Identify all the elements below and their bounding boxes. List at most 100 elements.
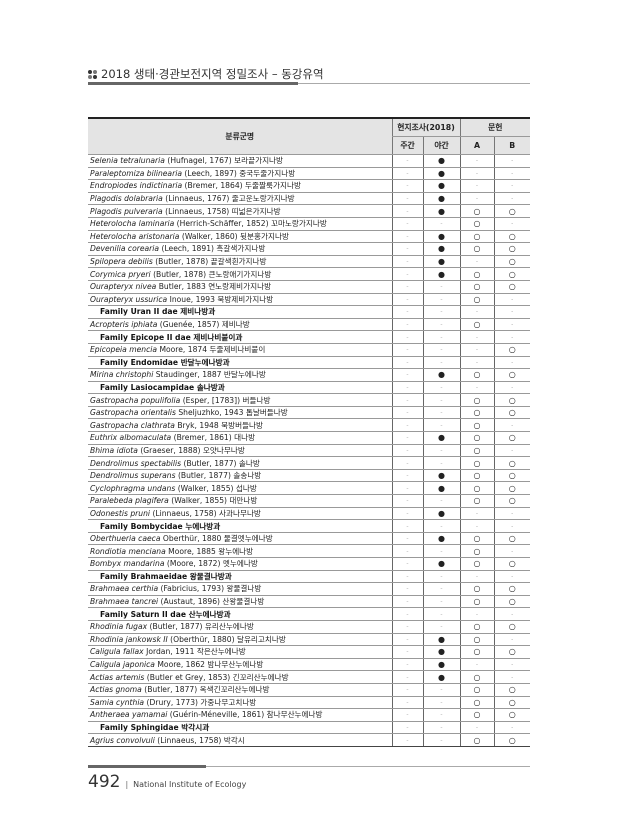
literature-b-cell: ○ — [493, 733, 531, 747]
taxon-name: Cyclophragma undans (Walker, 1855) 섭나방 — [88, 481, 392, 496]
author-and-common-name: (Linnaeus, 1767) 줄고운노랑가지나방 — [162, 194, 295, 204]
day-survey-cell: - — [391, 582, 423, 596]
night-survey-cell: ● — [422, 230, 460, 244]
table-row: Paraleptomiza bilinearia (Leech, 1897) 중… — [88, 167, 531, 181]
scientific-name: Samia cynthia — [90, 697, 145, 707]
family-row: Family Uran II dae 제비나방과 - - - - — [88, 305, 531, 319]
literature-b-cell: ○ — [493, 343, 531, 357]
taxon-name: Heterolocha laminaria (Herrich-Schäffer,… — [88, 217, 392, 231]
day-survey-cell: - — [391, 620, 423, 634]
table-row: Devenilia corearia (Leech, 1891) 흑갈색가지나방… — [88, 242, 531, 256]
col-header-b: B — [493, 136, 531, 155]
literature-a-cell: ○ — [459, 456, 494, 470]
taxon-name: Samia cynthia (Drury, 1773) 가중나무고치나방 — [88, 696, 392, 710]
literature-a-cell: - — [459, 154, 494, 168]
day-survey-cell: - — [391, 393, 423, 407]
night-survey-cell: - — [422, 620, 460, 634]
day-survey-cell: - — [391, 469, 423, 483]
table-row: Rhodinia jankowsk II (Oberthür, 1880) 달유… — [88, 633, 531, 647]
literature-b-cell: - — [493, 293, 531, 307]
literature-a-cell: ○ — [459, 444, 494, 458]
day-survey-cell: - — [391, 507, 423, 521]
col-header-a: A — [459, 136, 494, 155]
literature-a-cell: ○ — [459, 670, 494, 684]
taxon-name: Spilopera debilis (Butler, 1878) 끝갈색흰가지나… — [88, 255, 392, 269]
literature-a-cell: ○ — [459, 267, 494, 281]
night-survey-cell: - — [422, 570, 460, 584]
night-survey-cell: ● — [422, 507, 460, 521]
scientific-name: Plagodis dolabraria — [90, 194, 163, 204]
day-survey-cell: - — [391, 708, 423, 722]
scientific-name: Brahmaea certhia — [90, 584, 159, 594]
literature-a-cell: - — [459, 658, 494, 672]
author-and-common-name: Oberthür, 1880 물결멧누에나방 — [160, 534, 273, 544]
night-survey-cell: ● — [422, 469, 460, 483]
scientific-name: Plagodis pulveraria — [90, 206, 163, 216]
taxon-name: Oberthueria caeca Oberthür, 1880 물결멧누에나방 — [88, 532, 392, 546]
scientific-name: Oberthueria caeca — [90, 534, 161, 544]
species-table: 분류군명 현지조사(2018) 문헌 주간 야간 A B Selenia tet… — [88, 117, 531, 747]
table-row: Gastropacha orientalis Sheljuzhko, 1943 … — [88, 406, 531, 420]
day-survey-cell: - — [391, 368, 423, 382]
literature-a-cell: ○ — [459, 469, 494, 483]
day-survey-cell: - — [391, 381, 423, 395]
literature-b-cell: - — [493, 507, 531, 521]
night-survey-cell: - — [422, 708, 460, 722]
night-survey-cell: ● — [422, 431, 460, 445]
taxon-name: Mirina christophi Staudinger, 1887 반달누에나… — [88, 368, 392, 382]
table-row: Euthrix albomaculata (Bremer, 1861) 대나방 -… — [88, 431, 531, 445]
table-row: Antheraea yamamai (Guérin-Méneville, 186… — [88, 708, 531, 722]
table-row: Epicopeia mencia Moore, 1874 두줄제비나비붙이 - - -… — [88, 343, 531, 357]
taxon-name: Plagodis pulveraria (Linnaeus, 1758) 띠넓은… — [88, 204, 392, 218]
author-and-common-name: Sheljuzhko, 1943 톱날버들나방 — [175, 408, 288, 418]
taxon-name: Bhima idiota (Graeser, 1888) 오얏나무나방 — [88, 444, 392, 458]
literature-b-cell: - — [493, 305, 531, 319]
night-survey-cell: - — [422, 494, 460, 508]
day-survey-cell: - — [391, 293, 423, 307]
author-and-common-name: (Leech, 1897) 중국두줄가지나방 — [181, 168, 296, 178]
literature-b-cell: ○ — [493, 431, 531, 445]
table-row: Rhodinia fugax (Butler, 1877) 유리산누에나방 - - ○… — [88, 620, 531, 634]
day-survey-cell: - — [391, 670, 423, 684]
family-row: Family Bombycidae 누에나방과 - - - - — [88, 519, 531, 533]
scientific-name: Heterolocha aristonaria — [90, 231, 180, 241]
author-and-common-name: (Austaut, 1896) 산왕물결나방 — [158, 597, 265, 607]
taxon-name: Rhodinia fugax (Butler, 1877) 유리산누에나방 — [88, 620, 392, 634]
literature-a-cell: ○ — [459, 582, 494, 596]
literature-a-cell: ○ — [459, 494, 494, 508]
day-survey-cell: - — [391, 255, 423, 269]
author-and-common-name: (Herrich-Schäffer, 1852) 꼬마노랑가지나방 — [174, 219, 327, 229]
literature-a-cell: ○ — [459, 230, 494, 244]
table-row: Caligula fallax Jordan, 1911 작은산누에나방 - ● ○ ○ — [88, 645, 531, 659]
family-row: Family Lasiocampidae 솔나방과 - - - - — [88, 381, 531, 395]
night-survey-cell: - — [422, 293, 460, 307]
day-survey-cell: - — [391, 154, 423, 168]
literature-a-cell: ○ — [459, 293, 494, 307]
scientific-name: Euthrix albomaculata — [90, 433, 172, 443]
night-survey-cell: - — [422, 456, 460, 470]
literature-b-cell: - — [493, 658, 531, 672]
literature-b-cell: - — [493, 633, 531, 647]
taxon-name: Ourapteryx nivea Butler, 1883 연노랑제비가지나방 — [88, 280, 392, 294]
day-survey-cell: - — [391, 658, 423, 672]
literature-b-cell: ○ — [493, 280, 531, 294]
literature-b-cell: - — [493, 544, 531, 558]
day-survey-cell: - — [391, 330, 423, 344]
scientific-name: Ourapteryx ussurica — [90, 294, 168, 304]
taxon-name: Heterolocha aristonaria (Walker, 1860) 뒷… — [88, 230, 392, 244]
scientific-name: Selenia tetralunaria — [90, 156, 165, 166]
literature-a-cell: - — [459, 343, 494, 357]
taxon-name: Endropiodes indictinaria (Bremer, 1864) … — [88, 179, 392, 193]
scientific-name: Gastropacha clathrata — [90, 420, 175, 430]
taxon-name: Odonestis pruni (Linnaeus, 1758) 사과나무나방 — [88, 507, 392, 521]
author-and-common-name: (Butler, 1877) 솔송나방 — [175, 471, 262, 481]
taxon-name: Devenilia corearia (Leech, 1891) 흑갈색가지나방 — [88, 242, 392, 256]
taxon-name: Paralebeda plagifera (Walker, 1855) 대만나방 — [88, 494, 392, 508]
table-row: Corymica pryeri (Butler, 1878) 큰노랑애기가지나방… — [88, 267, 531, 281]
footer: 492 | National Institute of Ecology — [88, 772, 246, 792]
literature-a-cell: - — [459, 167, 494, 181]
taxon-name: Corymica pryeri (Butler, 1878) 큰노랑애기가지나방 — [88, 267, 392, 281]
taxon-name: Paraleptomiza bilinearia (Leech, 1897) 중… — [88, 167, 392, 181]
scientific-name: Rhodinia fugax — [90, 622, 148, 632]
literature-a-cell: - — [459, 507, 494, 521]
